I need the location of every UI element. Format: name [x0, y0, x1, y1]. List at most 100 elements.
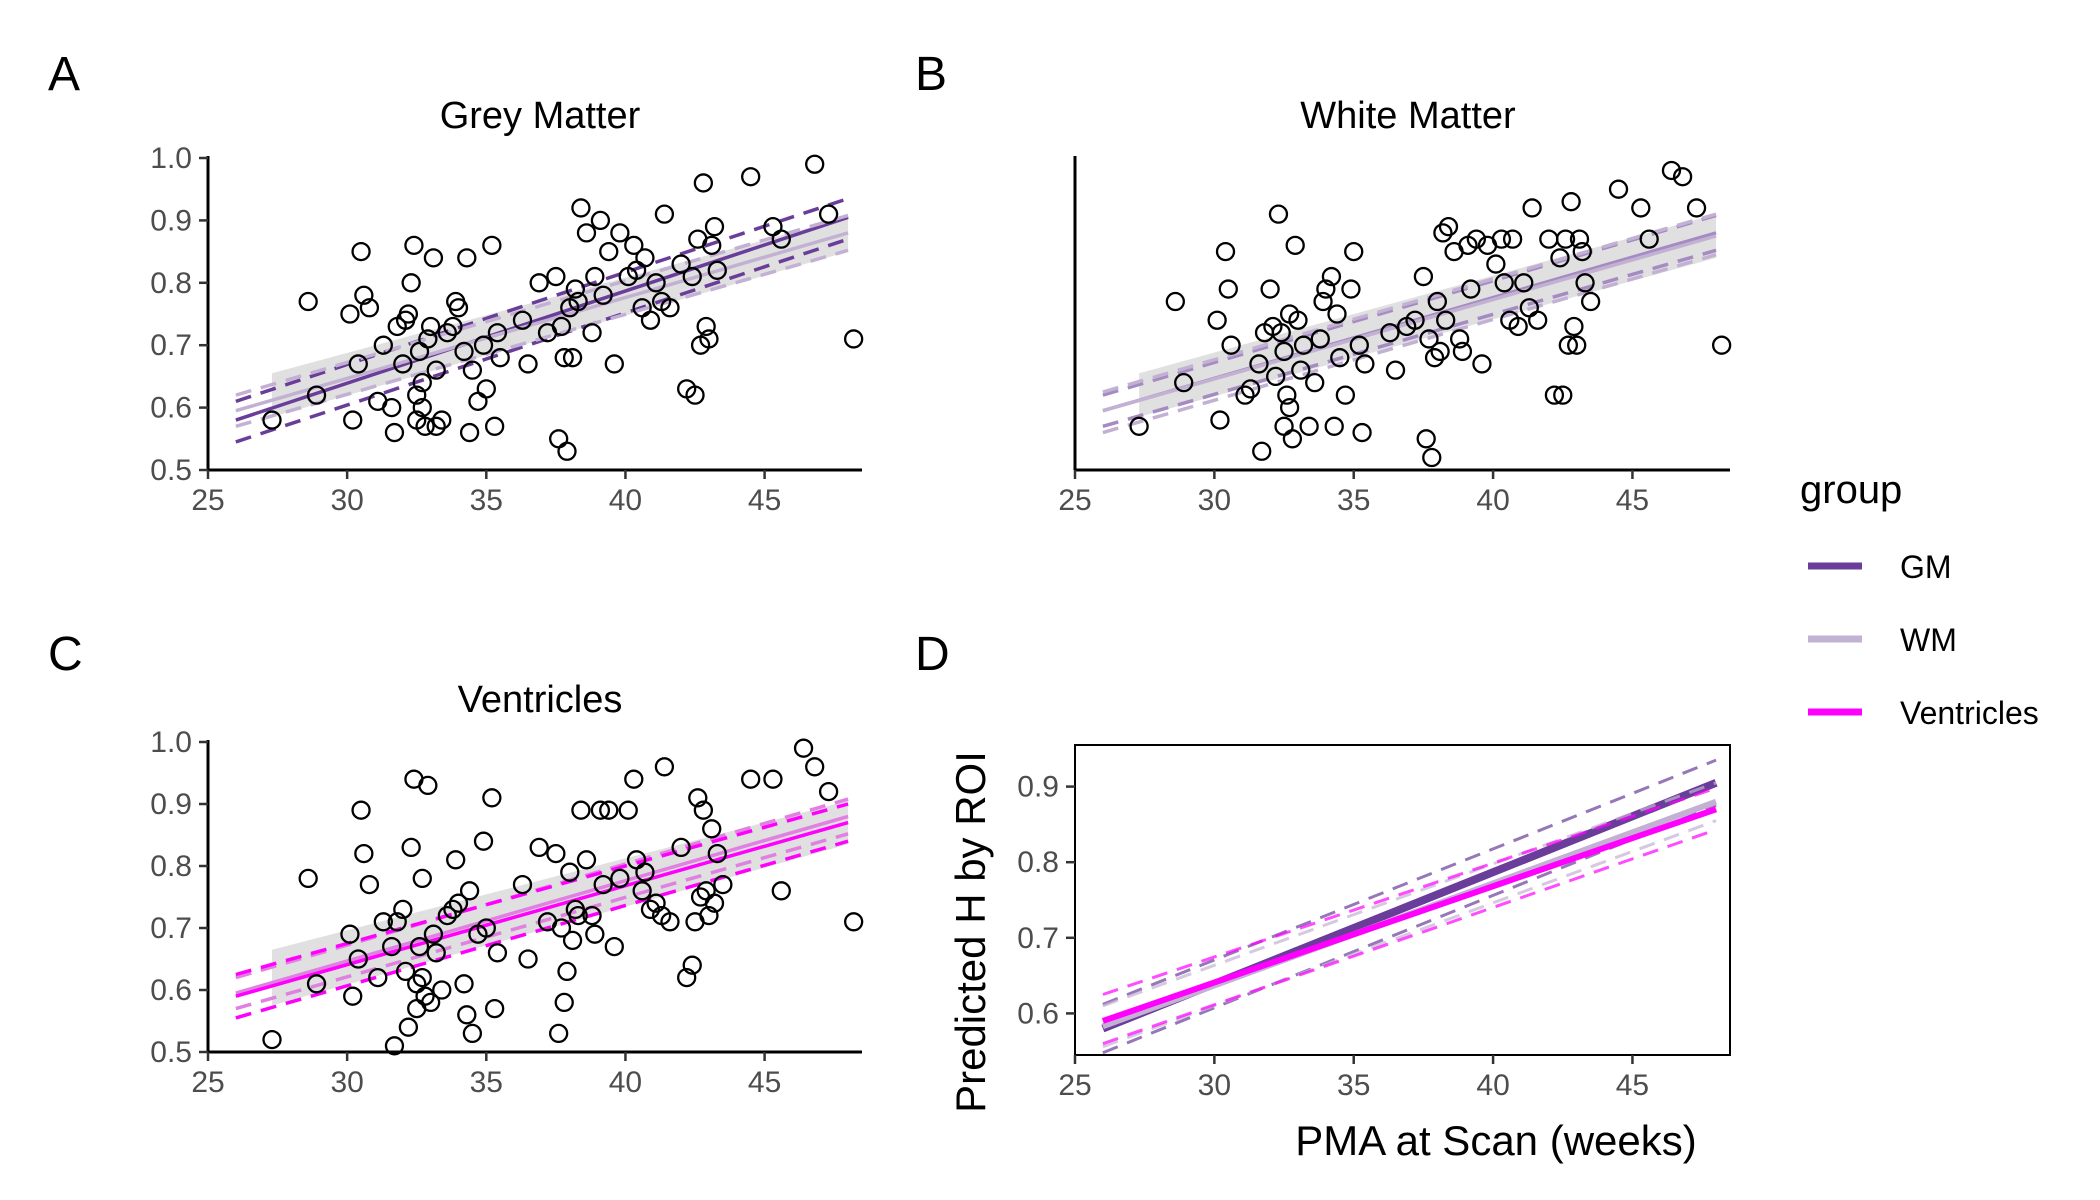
data-point [340, 304, 360, 324]
fit-line-gm [235, 215, 849, 422]
data-point [557, 441, 577, 461]
x-axis-label: PMA at Scan (weeks) [1295, 1117, 1696, 1164]
data-point [1299, 416, 1319, 436]
data-point [407, 385, 427, 405]
data-point [423, 248, 444, 268]
y-tick-label: 0.5 [150, 1036, 192, 1069]
data-point [398, 304, 419, 324]
data-point [1291, 360, 1311, 380]
data-point [426, 943, 446, 963]
data-point [512, 310, 533, 330]
data-point [1293, 335, 1314, 355]
data-point [660, 298, 680, 318]
data-point [457, 248, 477, 268]
data-point [1355, 354, 1375, 374]
y-tick-label: 0.7 [1017, 922, 1059, 955]
data-point [298, 291, 318, 312]
y-tick-label: 0.5 [150, 454, 192, 487]
data-point [646, 273, 666, 293]
data-point [562, 348, 583, 368]
data-point [348, 949, 368, 969]
data-point [1344, 241, 1364, 262]
data-point [1321, 266, 1342, 287]
x-tick-label: 40 [1476, 484, 1509, 517]
data-point [582, 323, 602, 343]
data-point [1466, 229, 1487, 249]
data-point [557, 961, 577, 982]
data-point [448, 298, 469, 318]
data-point [401, 837, 421, 858]
data-point [473, 831, 494, 851]
data-point [1218, 279, 1238, 299]
y-tick-label: 1.0 [150, 726, 192, 759]
ci-upper-line-wm [1102, 781, 1717, 1008]
data-point [529, 273, 549, 293]
ci-lower-line-gm [235, 832, 849, 1011]
data-point [1277, 385, 1297, 405]
data-point [476, 379, 496, 399]
data-point [1424, 348, 1445, 368]
data-point [1472, 354, 1492, 374]
data-point [1416, 429, 1436, 449]
data-point [487, 323, 508, 343]
x-tick-label: 35 [470, 1066, 503, 1099]
data-point [1433, 223, 1453, 243]
data-point [818, 781, 839, 802]
data-point [426, 416, 446, 436]
data-point [401, 273, 421, 293]
data-point [1522, 198, 1542, 218]
x-tick-label: 35 [470, 484, 503, 517]
data-point [412, 967, 432, 988]
data-point [640, 310, 661, 330]
data-point [432, 410, 452, 430]
x-tick-label: 25 [1058, 484, 1091, 517]
data-point [518, 949, 538, 969]
data-point [395, 961, 416, 982]
y-tick-label: 0.9 [150, 788, 192, 821]
data-point [1449, 329, 1470, 349]
ci-lower-line-gm [1102, 248, 1717, 429]
data-point [462, 360, 483, 380]
ci-upper-line-ventricles [1102, 786, 1717, 996]
data-point [412, 397, 432, 418]
data-point [671, 837, 691, 858]
fit-line-wm [1102, 234, 1717, 413]
x-tick-label: 40 [1476, 1069, 1509, 1102]
data-point [415, 416, 435, 436]
data-point [1561, 192, 1581, 212]
data-point [1380, 323, 1400, 343]
y-tick-label: 0.8 [150, 850, 192, 883]
legend: group GM WM Ventricles [1800, 468, 2039, 731]
y-axis-label: Predicted H by ROI [947, 751, 994, 1113]
data-point [448, 893, 469, 913]
data-point [1558, 335, 1578, 355]
x-tick-label: 35 [1337, 484, 1370, 517]
data-point [1274, 416, 1294, 436]
data-point [1419, 329, 1439, 349]
data-point [618, 800, 638, 820]
data-point [1324, 416, 1344, 436]
data-point [568, 291, 588, 312]
data-point [476, 918, 496, 938]
data-point [1572, 241, 1592, 262]
data-point [699, 329, 719, 349]
data-point [1608, 179, 1629, 199]
data-point [688, 788, 708, 808]
data-point [1165, 291, 1185, 312]
grey-matter-panel: 25 30 35 40 45 0.5 0.6 0.7 0.8 0.9 1.0 [150, 142, 864, 517]
x-tick-label: 25 [191, 1066, 224, 1099]
data-point [1564, 316, 1584, 337]
data-point [565, 279, 586, 299]
data-point [262, 1029, 282, 1050]
data-point [373, 335, 393, 355]
data-point [459, 881, 480, 901]
data-point [437, 323, 457, 343]
data-point [482, 788, 502, 808]
y-tick-label: 0.7 [150, 329, 192, 362]
data-point [685, 385, 705, 405]
data-point [660, 912, 680, 932]
data-point [1240, 379, 1261, 399]
data-point [844, 329, 864, 349]
data-point [443, 316, 463, 337]
data-point [696, 316, 716, 337]
